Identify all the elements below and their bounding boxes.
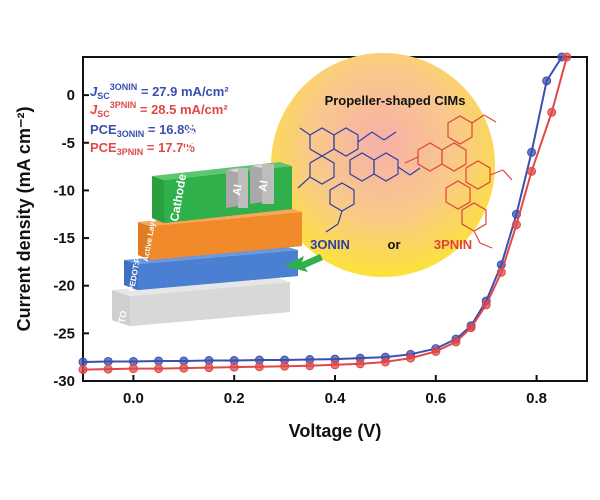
cim-inset: Propeller-shaped CIMs [271, 53, 513, 277]
data-point [229, 362, 239, 372]
pce-3pnin-text: PCE3PNIN = 17.7% [90, 140, 195, 157]
layer-ito: ITO [112, 276, 290, 326]
data-point [280, 361, 290, 371]
inset-circle [271, 53, 495, 277]
electrode-left-label: Al [231, 184, 245, 197]
molecule-3pnin-label: 3PNIN [434, 237, 472, 252]
y-tick-label: -15 [53, 230, 75, 247]
data-point [154, 364, 164, 374]
data-point [380, 357, 390, 367]
data-point [103, 356, 113, 366]
x-ticks: 0.0 0.2 0.4 0.6 0.8 [123, 375, 547, 407]
data-point [542, 76, 552, 86]
y-ticks: 0 -5 -10 -15 -20 -25 -30 [53, 87, 89, 390]
data-point [406, 353, 416, 363]
data-point [254, 362, 264, 372]
data-point [179, 363, 189, 373]
data-point [355, 359, 365, 369]
electrode-left: Al [226, 168, 248, 208]
molecule-3pnin-icon [404, 114, 513, 249]
data-point [78, 357, 88, 367]
x-tick-label: 0.8 [526, 390, 547, 407]
data-point [451, 337, 461, 347]
data-point [527, 147, 537, 157]
inset-title: Propeller-shaped CIMs [325, 93, 466, 108]
data-point [330, 360, 340, 370]
y-tick-label: 0 [67, 87, 75, 104]
y-tick-label: -10 [53, 182, 75, 199]
y-tick-label: -20 [53, 278, 75, 295]
x-tick-label: 0.2 [224, 390, 245, 407]
data-point [103, 364, 113, 374]
jsc-3pnin-text: JSC3PNIN = 28.5 mA/cm² [90, 100, 228, 119]
performance-annotations: JSC3ONIN = 27.9 mA/cm² JSC3PNIN = 28.5 m… [90, 82, 229, 157]
data-point [496, 267, 506, 277]
data-point [431, 346, 441, 356]
y-axis-title: Current density (mA cm⁻²) [14, 107, 34, 332]
molecule-3onin-icon [297, 127, 421, 233]
y-tick-label: -30 [53, 373, 75, 390]
layer-active: Active Layers [138, 208, 302, 262]
x-tick-label: 0.6 [425, 390, 446, 407]
series-3pnin [78, 52, 572, 375]
device-stack: ITO PEDOT:PSS Active Layers [112, 116, 323, 326]
data-point [305, 361, 315, 371]
connector-or: or [388, 237, 401, 252]
data-point [547, 107, 557, 117]
data-point [511, 220, 521, 230]
data-point [154, 356, 164, 366]
data-point [466, 323, 476, 333]
y-tick-label: -5 [62, 135, 75, 152]
data-point [128, 364, 138, 374]
pce-3onin-text: PCE3ONIN = 16.8% [90, 122, 196, 139]
layer-pedot: PEDOT:PSS [124, 245, 298, 292]
electrode-right-label: Al [257, 180, 271, 193]
data-point [481, 300, 491, 310]
electrode-right: Al [250, 164, 274, 204]
jsc-3onin-text: JSC3ONIN = 27.9 mA/cm² [90, 82, 229, 101]
molecule-3onin-label: 3ONIN [310, 237, 350, 252]
layer-ito-label: ITO [116, 310, 128, 326]
arrow-icon [284, 254, 323, 272]
data-point [562, 52, 572, 62]
data-point [78, 365, 88, 375]
x-tick-label: 0.0 [123, 390, 144, 407]
series-layer [78, 52, 572, 375]
data-point [527, 166, 537, 176]
data-point [204, 363, 214, 373]
x-tick-label: 0.4 [325, 390, 347, 407]
y-tick-label: -25 [53, 325, 75, 342]
x-axis-title: Voltage (V) [289, 421, 382, 441]
